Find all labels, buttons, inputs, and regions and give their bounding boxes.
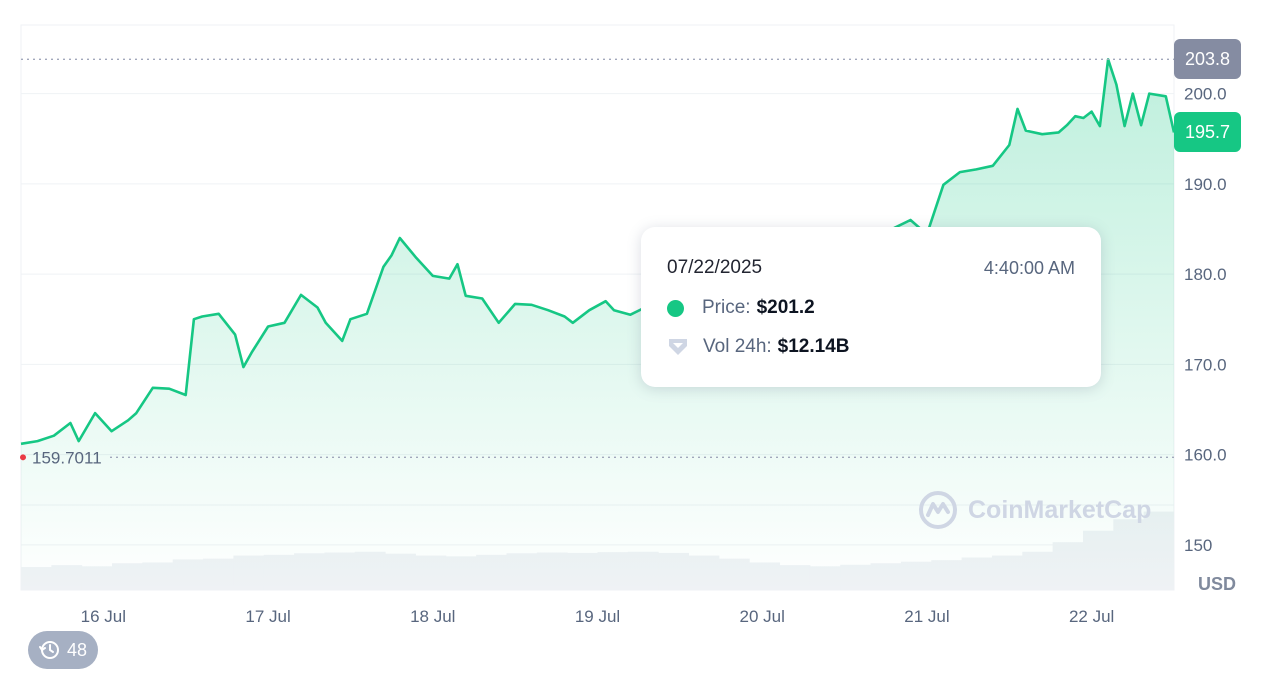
- open-price-label: 159.7011: [32, 448, 102, 467]
- currency-unit-label: USD: [1198, 574, 1236, 594]
- price-tooltip: 07/22/2025 4:40:00 AM Price: $201.2 Vol …: [641, 227, 1101, 387]
- tooltip-date: 07/22/2025: [667, 257, 763, 278]
- coinmarketcap-logo-icon: [919, 491, 957, 529]
- history-clock-icon: [38, 641, 59, 659]
- current-price-badge: 195.7: [1174, 112, 1241, 153]
- x-tick-label: 16 Jul: [81, 607, 126, 626]
- price-line: [20, 58, 1176, 446]
- tooltip-price-value: $201.2: [756, 297, 815, 318]
- y-tick-label: 160.0: [1184, 446, 1227, 465]
- tooltip-volume-label: Vol 24h:: [703, 336, 772, 357]
- x-tick-label: 20 Jul: [740, 607, 785, 626]
- tooltip-volume-row: Vol 24h: $12.14B: [667, 336, 850, 358]
- y-tick-label: 170.0: [1184, 355, 1227, 374]
- history-count: 48: [66, 639, 88, 660]
- volume-shield-icon: [669, 339, 687, 355]
- watermark-text: CoinMarketCap: [968, 495, 1152, 524]
- history-badge[interactable]: 48: [28, 631, 98, 669]
- price-dot-icon: [667, 299, 684, 317]
- y-tick-label: 180.0: [1184, 265, 1227, 284]
- x-tick-label: 19 Jul: [575, 607, 620, 626]
- x-tick-label: 18 Jul: [410, 607, 455, 626]
- y-tick-label: 200.0: [1184, 85, 1227, 104]
- y-axis-ticks: 150 160.0 170.0 180.0 190.0 200.0: [1184, 85, 1227, 555]
- tooltip-time: 4:40:00 AM: [983, 258, 1075, 278]
- tooltip-price-row: Price: $201.2: [667, 297, 815, 319]
- y-tick-label: 150: [1184, 536, 1212, 555]
- open-marker: [20, 454, 26, 461]
- x-tick-label: 21 Jul: [904, 607, 949, 626]
- x-axis-ticks: 16 Jul 17 Jul 18 Jul 19 Jul 20 Jul 21 Jul 22 J…: [81, 607, 1115, 626]
- tooltip-price-label: Price:: [702, 297, 751, 318]
- coinmarketcap-watermark: CoinMarketCap: [918, 490, 1151, 530]
- high-price-badge: 203.8: [1174, 39, 1241, 80]
- tooltip-volume-value: $12.14B: [777, 336, 850, 357]
- y-tick-label: 190.0: [1184, 175, 1227, 194]
- x-tick-label: 22 Jul: [1069, 607, 1114, 626]
- x-tick-label: 17 Jul: [245, 607, 290, 626]
